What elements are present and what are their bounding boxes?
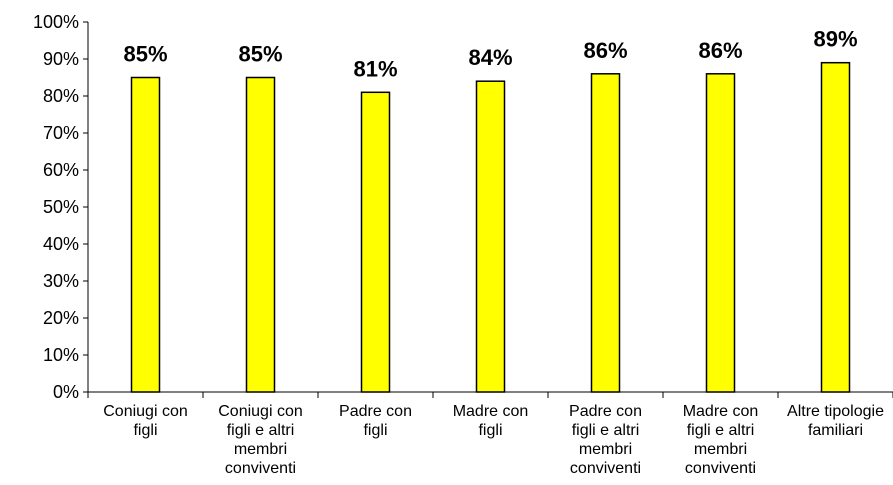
- y-tick-label: 50%: [43, 197, 79, 217]
- bar: [130, 76, 161, 393]
- x-tick-label-line: conviventi: [570, 460, 641, 477]
- x-tick-label-line: Madre con: [683, 403, 759, 420]
- y-tick-label: 60%: [43, 160, 79, 180]
- x-tick-label-line: figli e altri: [572, 422, 640, 439]
- x-tick-label-line: Coniugi con: [103, 403, 188, 420]
- bar: [360, 91, 391, 393]
- data-label: 86%: [583, 38, 627, 63]
- y-tick-label: 100%: [33, 12, 79, 32]
- x-tick-label: Padre con figli: [339, 403, 412, 439]
- data-label: 84%: [468, 45, 512, 70]
- x-tick-label: Madre con figli e altri membri conviventi: [683, 403, 759, 477]
- y-axis: 0% 10% 20% 30% 40% 50% 60% 70% 80% 90% 100%: [33, 12, 89, 402]
- x-tick-label-line: figli e altri: [227, 422, 295, 439]
- category-labels-group: Coniugi con figli Coniugi con figli e altri…: [103, 403, 884, 477]
- bar: [820, 61, 851, 393]
- bar: [590, 73, 621, 393]
- data-label: 85%: [123, 42, 167, 67]
- data-label: 85%: [238, 42, 282, 67]
- x-tick-label-line: familiari: [808, 422, 863, 439]
- x-tick-label: Altre tipologie familiari: [787, 403, 884, 439]
- x-tick-label-line: Madre con: [453, 403, 529, 420]
- x-tick-label-line: figli: [363, 422, 387, 439]
- x-tick-label-line: membri: [694, 441, 747, 458]
- x-tick-label-line: figli e altri: [687, 422, 755, 439]
- x-tick-label: Padre con figli e altri membri conviventi: [569, 403, 642, 477]
- x-tick-label-line: Altre tipologie: [787, 403, 884, 420]
- x-axis: [87, 391, 893, 398]
- x-tick-label: Coniugi con figli e altri membri conviventi: [218, 403, 303, 477]
- data-labels-group: 85% 85% 81% 84% 86% 86% 89%: [123, 27, 857, 82]
- bars-group: [130, 61, 851, 393]
- data-label: 86%: [698, 38, 742, 63]
- x-tick-label-line: figli: [478, 422, 502, 439]
- y-tick-label: 10%: [43, 345, 79, 365]
- x-tick-label-line: Padre con: [339, 403, 412, 420]
- y-tick-label: 0%: [53, 382, 79, 402]
- bar: [245, 76, 276, 393]
- bar: [475, 80, 506, 393]
- x-tick-label-line: Padre con: [569, 403, 642, 420]
- x-tick-label-line: conviventi: [685, 460, 756, 477]
- x-tick-label: Madre con figli: [453, 403, 529, 439]
- y-tick-label: 90%: [43, 49, 79, 69]
- x-tick-label: Coniugi con figli: [103, 403, 188, 439]
- y-tick-label: 30%: [43, 271, 79, 291]
- y-tick-label: 80%: [43, 86, 79, 106]
- x-tick-label-line: membri: [579, 441, 632, 458]
- x-tick-label-line: conviventi: [225, 460, 296, 477]
- y-tick-label: 70%: [43, 123, 79, 143]
- bar: [705, 73, 736, 393]
- x-tick-label-line: membri: [234, 441, 287, 458]
- x-tick-label-line: figli: [133, 422, 157, 439]
- x-tick-label-line: Coniugi con: [218, 403, 303, 420]
- data-label: 81%: [353, 56, 397, 81]
- data-label: 89%: [813, 27, 857, 52]
- y-tick-label: 40%: [43, 234, 79, 254]
- y-tick-label: 20%: [43, 308, 79, 328]
